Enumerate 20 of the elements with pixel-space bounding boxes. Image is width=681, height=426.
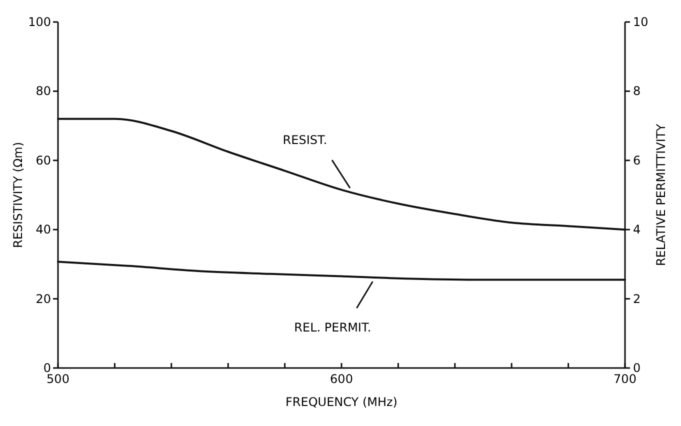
y2-tick-label: 10 (633, 15, 648, 29)
y-tick-label: 100 (28, 15, 51, 29)
y-tick-label: 60 (36, 153, 51, 168)
x-tick-label: 500 (46, 372, 70, 386)
y-tick-label: 40 (36, 222, 51, 237)
y-tick-label: 80 (36, 84, 51, 98)
annotation: RESIST. (282, 133, 328, 148)
y-tick-label: 0 (43, 361, 51, 375)
y2-tick-label: 0 (633, 361, 641, 375)
annotation: REL. PERMIT. (294, 320, 372, 334)
y2-axis-title: RELATIVE PERMITTIVITY (654, 123, 668, 266)
x-axis-title: FREQUENCY (MHz) (286, 395, 398, 409)
x-tick-label: 600 (330, 372, 353, 386)
y2-tick-label: 8 (633, 84, 641, 98)
y-tick-label: 20 (36, 292, 51, 306)
x-tick-label: 700 (614, 372, 636, 386)
y2-tick-label: 6 (633, 153, 641, 168)
y2-tick-label: 4 (633, 222, 641, 237)
y-axis-title: RESISTIVITY (Ωm) (11, 142, 25, 248)
y2-tick-label: 2 (633, 292, 641, 306)
